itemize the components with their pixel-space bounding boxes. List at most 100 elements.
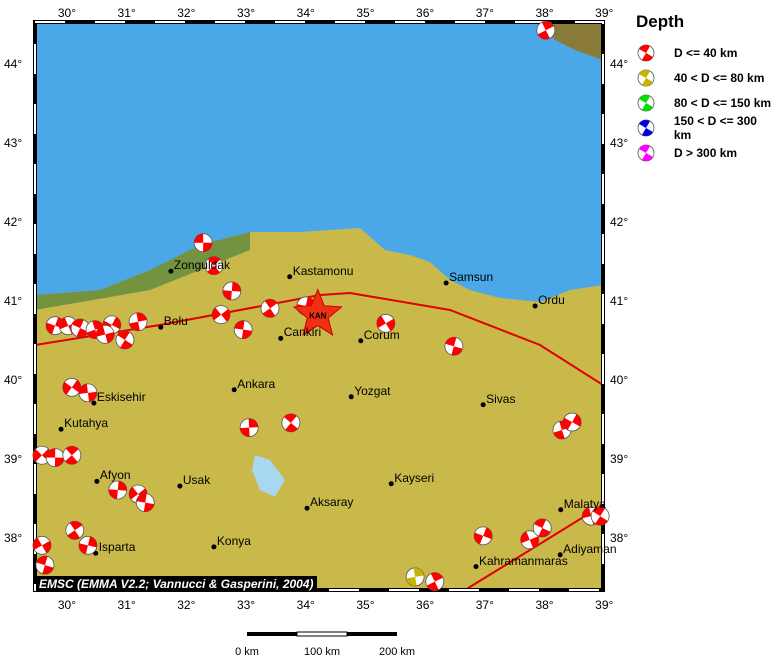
lon-tick-top: 36° xyxy=(416,6,435,20)
lat-tick-left: 43° xyxy=(4,136,23,150)
focal-mechanism-beachball[interactable] xyxy=(530,516,554,540)
city-dot xyxy=(473,564,479,570)
lat-tick-left: 38° xyxy=(4,531,23,545)
lake-tuz xyxy=(252,455,285,497)
legend-item: 40 < D <= 80 km xyxy=(636,65,777,90)
city-label: Yozgat xyxy=(354,383,391,398)
lon-tick-bottom: 31° xyxy=(117,598,136,612)
focal-mechanism-beachball[interactable] xyxy=(405,566,426,587)
lon-tick-bottom: 30° xyxy=(57,598,76,612)
city-label: Kutahya xyxy=(64,416,109,431)
lon-tick-bottom: 34° xyxy=(296,598,315,612)
legend-label: 80 < D <= 150 km xyxy=(674,95,772,110)
focal-mechanism-beachball[interactable] xyxy=(128,311,149,332)
focal-mechanism-beachball[interactable] xyxy=(59,443,84,468)
lat-tick-right: 42° xyxy=(610,215,629,229)
legend-label: 150 < D <= 300 km xyxy=(673,113,757,142)
city-label: Kayseri xyxy=(394,470,435,485)
legend-title: Depth xyxy=(636,12,685,31)
lat-tick-left: 39° xyxy=(4,452,23,466)
lat-tick-left: 42° xyxy=(4,215,23,229)
lat-tick-right: 38° xyxy=(610,531,629,545)
lat-tick-right: 41° xyxy=(610,294,629,308)
focal-mechanism-beachball[interactable] xyxy=(94,323,116,345)
focal-mechanism-beachball[interactable] xyxy=(560,410,584,434)
focal-mechanism-beachball[interactable] xyxy=(201,253,226,278)
focal-mechanism-beachball[interactable] xyxy=(257,296,282,321)
beachball-icon xyxy=(637,44,655,61)
city-dot xyxy=(211,544,217,550)
focal-mechanism-beachball[interactable] xyxy=(222,281,242,301)
lon-tick-top: 35° xyxy=(356,6,375,20)
legend-item: 80 < D <= 150 km xyxy=(636,90,777,115)
city-dot xyxy=(480,402,486,408)
lon-tick-bottom: 33° xyxy=(236,598,256,612)
credit-label: EMSC (EMMA V2.2; Vannucci & Gasperini, 2… xyxy=(36,576,317,592)
lon-tick-top: 38° xyxy=(535,6,554,20)
city-label: Aksaray xyxy=(310,495,354,510)
beachball-icon xyxy=(637,94,655,111)
lon-tick-bottom: 37° xyxy=(475,598,494,612)
city-label: Bolu xyxy=(163,314,188,329)
city-label: Zonguldak xyxy=(173,258,230,273)
city-dot xyxy=(58,426,64,432)
legend-item: D <= 40 km xyxy=(636,40,777,65)
lon-tick-bottom: 35° xyxy=(356,598,375,612)
city-dot xyxy=(558,507,564,513)
focal-mechanism-beachball[interactable] xyxy=(423,570,447,594)
epicenter-star-icon[interactable] xyxy=(292,288,343,336)
city-dot xyxy=(358,338,364,344)
city-label: Corum xyxy=(363,327,400,342)
focal-mechanism-beachball[interactable] xyxy=(30,533,55,558)
lat-tick-right: 44° xyxy=(610,57,629,71)
lon-tick-top: 31° xyxy=(117,6,136,20)
city-dot xyxy=(348,394,354,400)
city-dot xyxy=(231,387,237,393)
land-anatolia xyxy=(35,228,603,590)
focal-mechanism-beachball[interactable] xyxy=(472,524,495,547)
focal-mechanism-beachball[interactable] xyxy=(518,528,541,551)
lon-tick-top: 34° xyxy=(296,6,315,20)
focal-mechanism-beachball[interactable] xyxy=(135,492,156,513)
focal-mechanism-beachball[interactable] xyxy=(233,319,253,340)
focal-mechanism-beachball[interactable] xyxy=(193,233,213,253)
focal-mechanism-beachball[interactable] xyxy=(534,18,558,42)
lat-tick-left: 44° xyxy=(4,57,23,71)
focal-mechanism-beachball[interactable] xyxy=(62,518,87,543)
focal-mechanism-beachball[interactable] xyxy=(68,316,92,340)
city-label: Ordu xyxy=(538,292,565,307)
city-dot xyxy=(532,303,538,309)
focal-mechanism-beachball[interactable] xyxy=(77,535,99,557)
map-frame-ticks xyxy=(34,21,604,591)
lon-tick-bottom: 38° xyxy=(535,598,554,612)
city-label: Adiyaman xyxy=(563,541,617,556)
beachball-icon xyxy=(637,119,655,136)
scale-label-200: 200 km xyxy=(378,646,416,658)
depth-legend: Depth D <= 40 km 40 < D <= 80 km 80 < D … xyxy=(636,12,777,165)
focal-mechanism-beachball[interactable] xyxy=(45,448,65,468)
lat-tick-right: 39° xyxy=(610,452,629,466)
scale-label-0: 0 km xyxy=(235,646,259,658)
focal-mechanism-beachball[interactable] xyxy=(278,410,303,435)
city-dot xyxy=(91,400,97,406)
focal-mechanism-beachball[interactable] xyxy=(34,554,56,576)
legend-label: D <= 40 km xyxy=(674,45,738,60)
city-dot xyxy=(304,505,310,511)
beachball-icon xyxy=(637,69,655,86)
focal-mechanism-beachball[interactable] xyxy=(78,383,98,403)
lon-tick-top: 33° xyxy=(236,6,256,20)
focal-mechanism-beachball[interactable] xyxy=(113,328,138,353)
focal-mechanism-beachball[interactable] xyxy=(443,335,465,357)
lon-tick-top: 30° xyxy=(57,6,76,20)
legend-item: D > 300 km xyxy=(636,140,777,165)
city-dot xyxy=(388,481,394,487)
focal-mechanism-beachball[interactable] xyxy=(239,418,259,438)
focal-mechanism-beachball[interactable] xyxy=(588,504,613,529)
focal-mechanism-beachball[interactable] xyxy=(208,302,233,327)
city-label: Sivas xyxy=(486,391,516,406)
city-label: Samsun xyxy=(449,270,494,285)
focal-mechanism-beachball[interactable] xyxy=(108,480,128,500)
focal-mechanism-beachball[interactable] xyxy=(373,311,398,336)
focal-mechanism-beachball[interactable] xyxy=(44,314,67,337)
